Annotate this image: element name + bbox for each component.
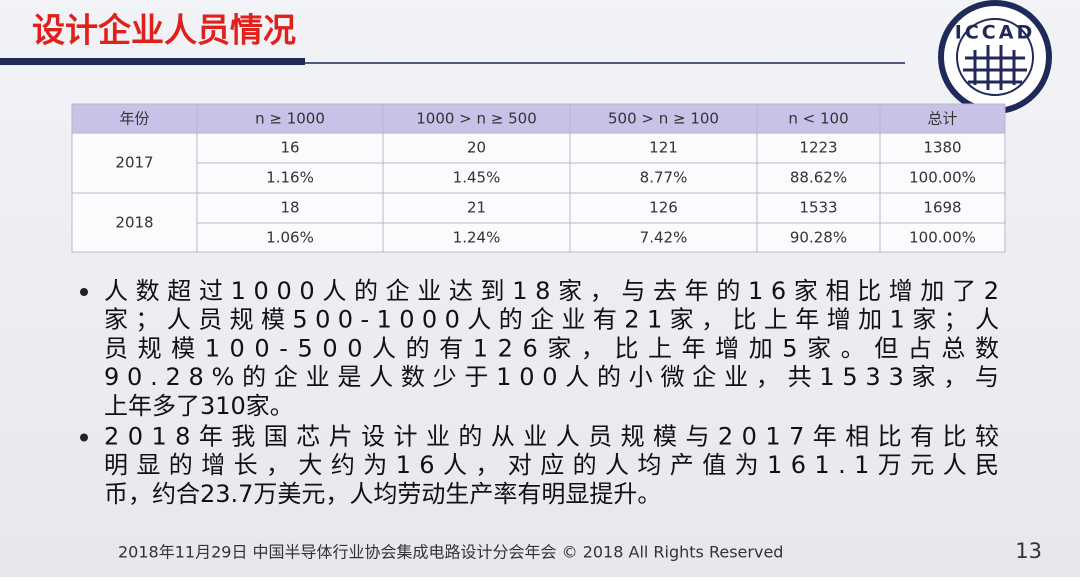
share-cell: 1.06% — [266, 229, 314, 247]
title-bar — [0, 58, 305, 65]
share-cell: 7.42% — [640, 229, 688, 247]
header-cell: n ≥ 1000 — [255, 110, 325, 128]
count-cell: 16 — [280, 139, 299, 157]
count-cell: 21 — [467, 199, 486, 217]
share-cell: 1.24% — [453, 229, 501, 247]
share-cell: 90.28% — [790, 229, 847, 247]
share-cell: 100.00% — [909, 229, 976, 247]
count-cell: 126 — [649, 199, 678, 217]
year-cell: 2018 — [115, 214, 153, 232]
share-cell: 1.45% — [453, 169, 501, 187]
share-cell: 88.62% — [790, 169, 847, 187]
header-row — [72, 104, 1005, 133]
logo-text: ICCAD — [955, 22, 1035, 44]
share-cell: 1.16% — [266, 169, 314, 187]
bullet-dot — [80, 288, 88, 296]
header-cell: 500 > n ≥ 100 — [608, 110, 719, 128]
bullet-line: 明显的增长，大约为16人，对应的人均产值为161.1万元人民 — [104, 451, 999, 479]
title: 设计企业人员情况 — [32, 11, 296, 50]
bullet-line: 上年多了310家。 — [104, 392, 294, 420]
header-cell: n < 100 — [788, 110, 848, 128]
count-cell: 1533 — [799, 199, 837, 217]
bullet-dot — [80, 433, 88, 442]
count-cell: 20 — [467, 139, 486, 157]
count-cell: 18 — [280, 199, 299, 217]
share-cell: 8.77% — [640, 169, 688, 187]
count-cell: 121 — [649, 139, 678, 157]
page-number: 13 — [1015, 539, 1042, 563]
footer: 2018年11月29日 中国半导体行业协会集成电路设计分会年会 © 2018 A… — [118, 543, 783, 562]
count-cell: 1380 — [923, 139, 961, 157]
bullet-line: 家；人员规模500-1000人的企业有21家，比上年增加1家；人 — [104, 306, 999, 334]
count-cell: 1223 — [799, 139, 837, 157]
bullet-line: 币，约合23.7万美元，人均劳动生产率有明显提升。 — [104, 480, 661, 508]
bullet-list: 人数超过1000人的企业达到18家，与去年的16家相比增加了2家；人员规模500… — [80, 277, 999, 508]
header-cell: 年份 — [119, 110, 149, 128]
table: 年份 n ≥ 1000 1000 > n ≥ 500 500 > n ≥ 100 n <… — [71, 103, 1006, 253]
share-cell: 100.00% — [909, 169, 976, 187]
logo: ICCAD — [938, 0, 1052, 114]
header-cell: 总计 — [927, 110, 957, 128]
bullet-line: 90.28%的企业是人数少于100人的小微企业，共1533家，与 — [104, 363, 999, 391]
year-cell: 2017 — [115, 154, 153, 172]
header-cell: 1000 > n ≥ 500 — [416, 110, 537, 128]
count-cell: 1698 — [923, 199, 961, 217]
